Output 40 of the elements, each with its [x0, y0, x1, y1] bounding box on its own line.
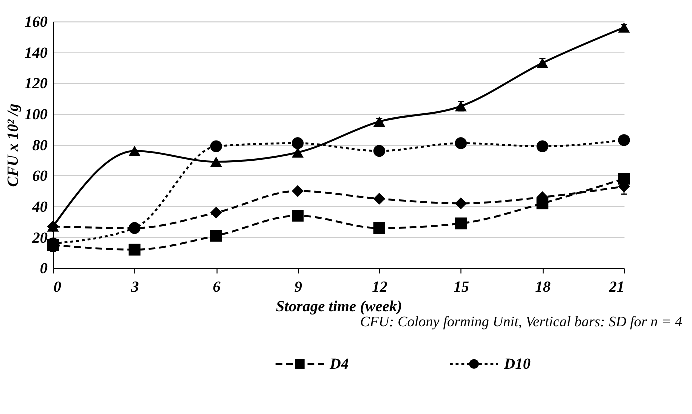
- y-tick-label: 120: [24, 76, 48, 93]
- point: [292, 210, 304, 222]
- y-tick-label: 100: [24, 106, 48, 124]
- point: [374, 145, 386, 158]
- x-tick-label: 18: [535, 279, 552, 296]
- x-tick-label: 0: [54, 279, 62, 296]
- point: [210, 156, 222, 168]
- point: [618, 134, 630, 146]
- point: [374, 193, 386, 205]
- y-tick-label: 40: [31, 199, 48, 216]
- y-tick-label: 0: [40, 260, 48, 278]
- x-tick-label: 15: [454, 279, 470, 296]
- x-tick-label: 3: [130, 279, 140, 296]
- y-tick-label: 160: [24, 14, 48, 31]
- y-tick-label: 20: [31, 230, 48, 247]
- point: [292, 185, 304, 198]
- point: [210, 230, 222, 242]
- y-axis-title: CFU x 10² /g: [4, 104, 22, 188]
- point: [455, 198, 468, 210]
- point: [128, 146, 141, 156]
- x-tick-label: 9: [294, 279, 303, 296]
- x-axis-title: Storage time (week): [276, 298, 402, 316]
- y-tick-label: 80: [32, 137, 48, 154]
- x-tick-label: 6: [212, 279, 221, 296]
- y-tick-label: 60: [32, 168, 48, 186]
- point: [292, 148, 304, 158]
- x-tick-label: 21: [608, 279, 625, 296]
- point: [128, 244, 141, 256]
- point: [210, 206, 222, 219]
- legend-label: D10: [503, 356, 532, 374]
- text: CFU: Colony forming Unit, Vertical bars: SD for n = 4: [360, 314, 682, 330]
- point: [374, 222, 386, 234]
- point: [455, 138, 468, 150]
- legend-label: D4: [329, 356, 350, 374]
- y-tick-label: 140: [24, 44, 48, 62]
- point: [536, 140, 549, 152]
- x-tick-label: 12: [372, 279, 388, 296]
- point: [455, 218, 468, 230]
- point: [292, 138, 304, 150]
- point: [210, 140, 222, 152]
